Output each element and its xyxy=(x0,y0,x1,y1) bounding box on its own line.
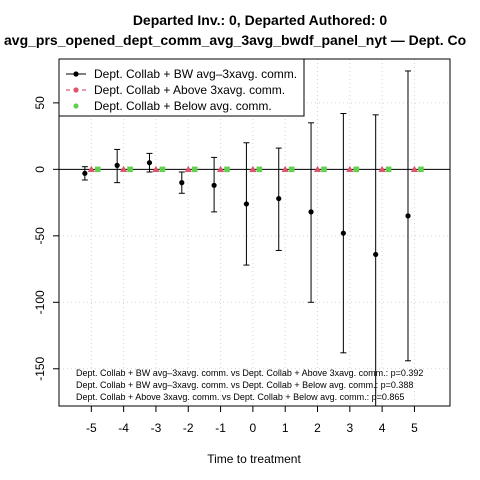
x-tick-label: -4 xyxy=(118,421,129,435)
data-point xyxy=(405,213,411,219)
p-value-annotation: Dept. Collab + Above 3xavg. comm. vs Dep… xyxy=(76,392,404,402)
x-tick-label: 4 xyxy=(379,421,386,435)
legend-marker xyxy=(73,87,79,93)
x-tick-label: -2 xyxy=(183,421,194,435)
data-point xyxy=(249,165,257,173)
data-point xyxy=(224,166,230,173)
axes: -5 -4 -3 -2 -1 0 1 2 3 4 5 -150 -100 -50 0 50 xyxy=(33,96,418,435)
data-point xyxy=(94,166,101,173)
series-1 xyxy=(87,165,419,173)
y-tick-label: 50 xyxy=(33,96,47,110)
data-point xyxy=(321,166,327,173)
data-point xyxy=(378,165,386,173)
data-point xyxy=(127,166,133,173)
legend-label: Dept. Collab + Below avg. comm. xyxy=(94,99,272,113)
x-tick-label: -3 xyxy=(151,421,162,435)
p-value-annotation: Dept. Collab + BW avg–3xavg. comm. vs De… xyxy=(76,368,423,378)
x-tick-label: 5 xyxy=(411,421,418,435)
data-point xyxy=(353,166,360,173)
data-point xyxy=(82,170,88,176)
series-group xyxy=(81,70,424,407)
series-0 xyxy=(81,70,411,407)
data-point xyxy=(184,165,192,173)
series-2 xyxy=(94,166,424,173)
y-tick-label: 0 xyxy=(33,166,47,173)
data-point xyxy=(340,230,346,236)
x-tick-label: 1 xyxy=(282,421,289,435)
legend-box xyxy=(58,58,305,117)
data-point xyxy=(146,160,153,166)
data-point xyxy=(179,180,185,186)
x-axis-label: Time to treatment xyxy=(207,452,301,466)
data-point xyxy=(346,165,354,173)
legend-label: Dept. Collab + Above 3xavg. comm. xyxy=(94,83,285,97)
data-point xyxy=(120,165,128,173)
data-point xyxy=(152,165,160,173)
data-point xyxy=(410,165,419,173)
data-point xyxy=(243,201,250,207)
legend: Dept. Collab + BW avg–3xavg. comm. Dept. … xyxy=(58,58,305,117)
legend-marker xyxy=(73,71,79,77)
data-point xyxy=(87,165,95,173)
y-tick-label: -100 xyxy=(33,290,47,314)
p-value-annotation: Dept. Collab + BW avg–3xavg. comm. vs De… xyxy=(76,380,413,390)
x-tick-label: 0 xyxy=(250,421,257,435)
data-point xyxy=(288,166,295,173)
data-point xyxy=(216,165,225,173)
x-tick-label: 2 xyxy=(314,421,321,435)
x-tick-label: -1 xyxy=(215,421,226,435)
data-point xyxy=(418,166,424,173)
data-point xyxy=(256,166,263,173)
data-point xyxy=(385,166,392,173)
data-point xyxy=(191,166,198,173)
data-point xyxy=(211,182,217,188)
annotations: Dept. Collab + BW avg–3xavg. comm. vs De… xyxy=(76,368,423,402)
data-point xyxy=(281,165,289,173)
data-point xyxy=(159,166,166,173)
data-point xyxy=(276,195,282,202)
x-tick-label: 3 xyxy=(346,421,353,435)
data-point xyxy=(313,165,322,173)
legend-label: Dept. Collab + BW avg–3xavg. comm. xyxy=(94,67,297,81)
y-tick-label: -50 xyxy=(33,227,47,245)
chart-title-line1: Departed Inv.: 0, Departed Authored: 0 xyxy=(133,12,388,28)
data-point xyxy=(308,209,314,215)
legend-marker xyxy=(73,103,79,109)
y-tick-label: -150 xyxy=(33,356,47,380)
data-point xyxy=(373,251,379,258)
chart-title-line2: avg_prs_opened_dept_comm_avg_3avg_bwdf_p… xyxy=(4,32,466,48)
data-point xyxy=(114,162,120,168)
x-tick-label: -5 xyxy=(86,421,97,435)
